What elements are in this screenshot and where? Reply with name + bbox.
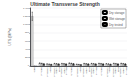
svg-text:UTOBC+: UTOBC+ xyxy=(89,66,93,77)
svg-text:PTOBC+: PTOBC+ xyxy=(46,66,50,77)
svg-text:UTOBC: UTOBC xyxy=(70,67,73,76)
svg-text:AgBz+: AgBz+ xyxy=(121,66,125,75)
svg-text:AgBz: AgBz xyxy=(108,66,111,73)
svg-text:AgBz+: AgBz+ xyxy=(92,66,95,75)
svg-text:CTOBC+: CTOBC+ xyxy=(119,66,122,77)
svg-text:CTOBC+: CTOBC+ xyxy=(105,66,109,77)
svg-text:P-TIDE: P-TIDE xyxy=(125,67,128,76)
svg-text:UTOBC+: UTOBC+ xyxy=(82,66,85,77)
svg-text:PTOBC+: PTOBC+ xyxy=(52,66,56,77)
svg-text:AgBz+: AgBz+ xyxy=(84,66,88,75)
svg-text:PTOBC: PTOBC xyxy=(40,67,43,76)
svg-text:Ultimate Transverse Strength: Ultimate Transverse Strength xyxy=(30,1,99,7)
svg-text:AgBz: AgBz xyxy=(79,66,82,73)
svg-text:AgBz+: AgBz+ xyxy=(55,66,58,75)
svg-text:1,000: 1,000 xyxy=(23,23,30,26)
svg-text:P-TIDE: P-TIDE xyxy=(95,67,98,76)
svg-text:600: 600 xyxy=(25,40,30,43)
svg-text:200: 200 xyxy=(25,56,30,59)
svg-text:AgBz: AgBz xyxy=(49,66,52,73)
svg-text:CTOBC+: CTOBC+ xyxy=(111,66,115,77)
svg-text:P-TIDE: P-TIDE xyxy=(65,67,68,76)
svg-text:800: 800 xyxy=(25,31,30,34)
svg-text:AgBz+: AgBz+ xyxy=(114,66,118,75)
svg-text:1,400: 1,400 xyxy=(23,7,30,10)
svg-text:Dry storage: Dry storage xyxy=(109,11,125,15)
svg-text:1,200: 1,200 xyxy=(23,15,30,18)
svg-text:UTS (MPa): UTS (MPa) xyxy=(8,28,12,46)
svg-text:PTOBC+: PTOBC+ xyxy=(59,66,63,77)
svg-text:UTOBC+: UTOBC+ xyxy=(76,66,79,77)
svg-text:AgBz+: AgBz+ xyxy=(62,66,66,75)
svg-text:Dry tested: Dry tested xyxy=(109,23,123,27)
svg-text:OBC: OBC xyxy=(33,67,36,73)
svg-text:0: 0 xyxy=(28,64,30,67)
svg-text:Wet storage: Wet storage xyxy=(109,17,125,21)
svg-text:400: 400 xyxy=(25,48,30,51)
svg-text:CTOBC: CTOBC xyxy=(100,67,103,76)
